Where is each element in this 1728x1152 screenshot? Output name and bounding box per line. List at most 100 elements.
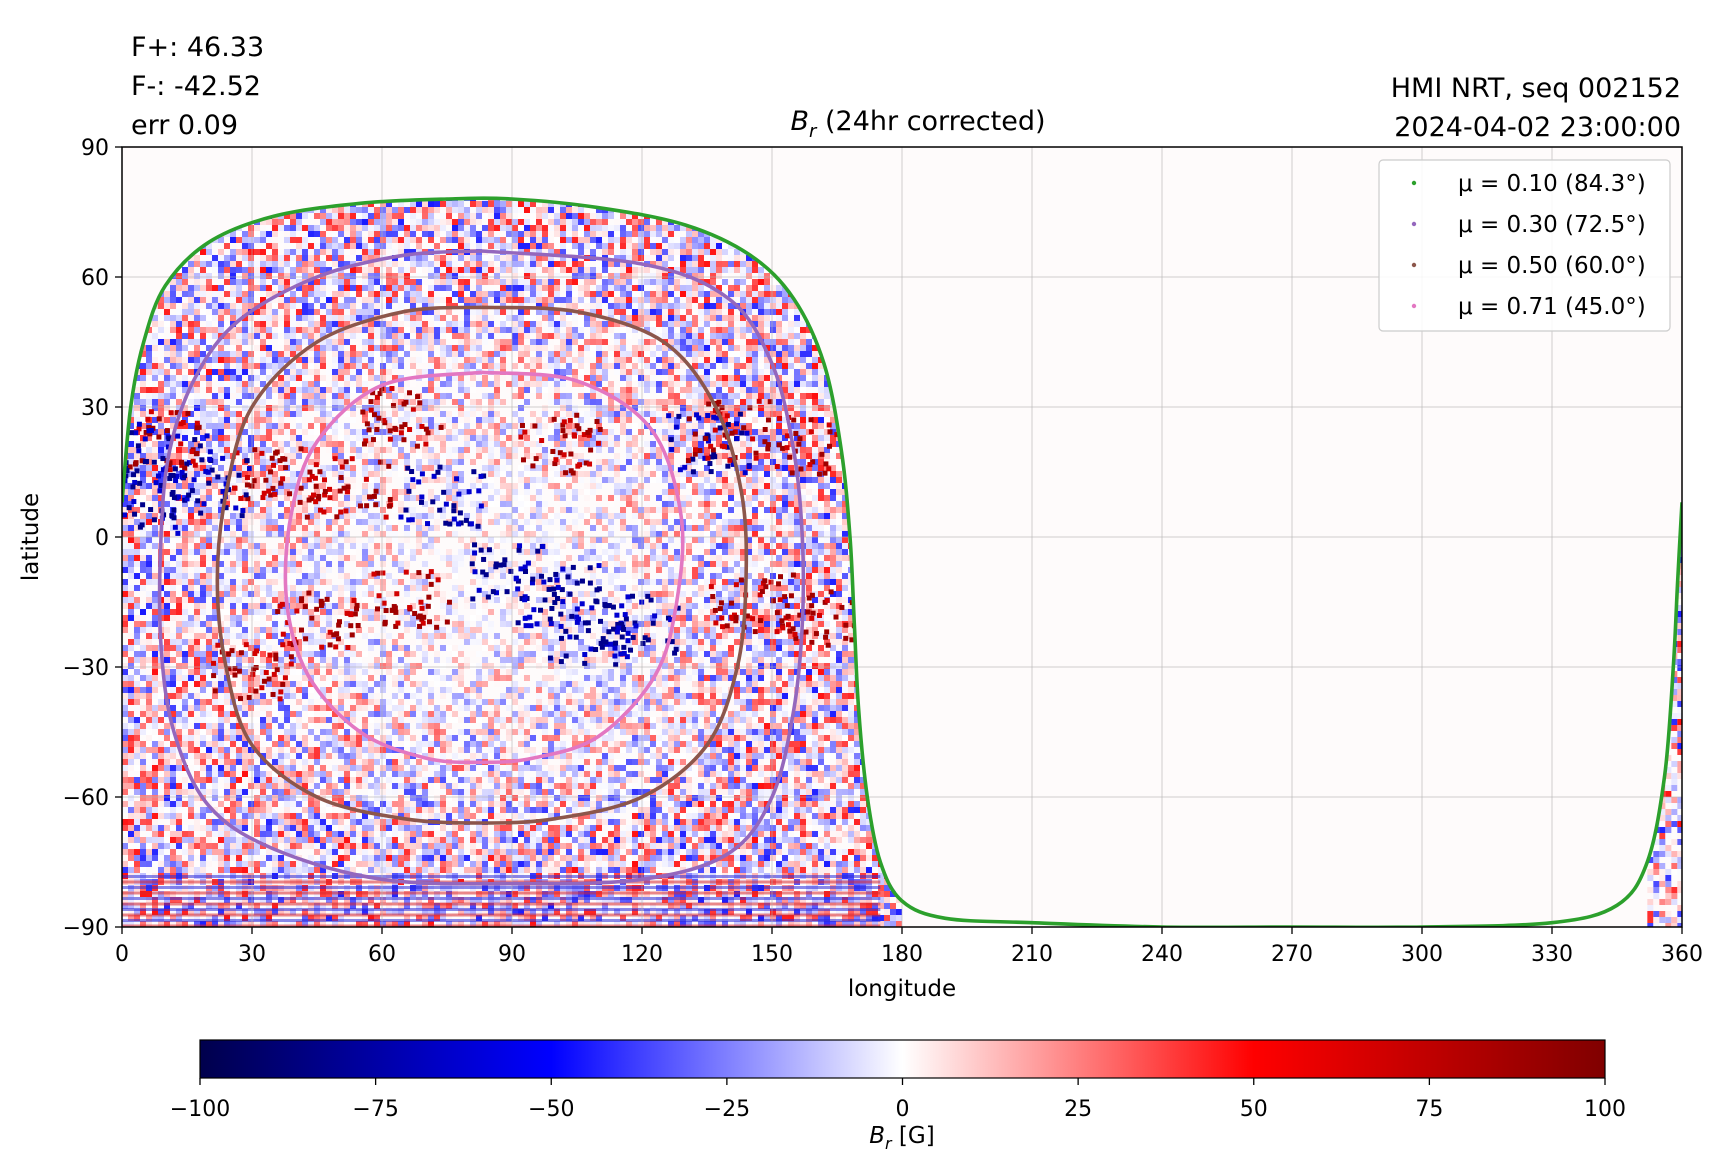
heatmap-cell	[248, 393, 254, 399]
heatmap-cell	[386, 717, 392, 723]
heatmap-cell	[212, 669, 218, 675]
heatmap-cell	[164, 573, 170, 579]
heatmap-cell	[212, 633, 218, 639]
heatmap-cell	[212, 351, 218, 357]
heatmap-cell	[152, 399, 158, 405]
heatmap-cell	[290, 393, 296, 399]
heatmap-cell	[386, 231, 392, 237]
heatmap-cell	[122, 759, 128, 765]
heatmap-cell	[140, 663, 146, 669]
heatmap-cell	[242, 465, 248, 471]
heatmap-cell	[176, 813, 182, 819]
heatmap-cell	[188, 507, 194, 513]
heatmap-cell	[320, 651, 326, 657]
heatmap-cell	[362, 297, 368, 303]
heatmap-cell	[236, 537, 242, 543]
heatmap-cell	[152, 417, 158, 423]
heatmap-cell	[272, 717, 278, 723]
heatmap-cell	[260, 657, 266, 663]
heatmap-cell	[152, 615, 158, 621]
heatmap-cell	[320, 639, 326, 645]
heatmap-cell	[242, 591, 248, 597]
heatmap-cell	[206, 843, 212, 849]
heatmap-cell	[200, 597, 206, 603]
heatmap-cell	[314, 543, 320, 549]
heatmap-cell	[362, 615, 368, 621]
heatmap-cell	[332, 261, 338, 267]
heatmap-cell	[200, 825, 206, 831]
heatmap-cell	[332, 519, 338, 525]
heatmap-cell	[290, 789, 296, 795]
heatmap-cell	[368, 909, 374, 915]
heatmap-cell	[236, 765, 242, 771]
heatmap-cell	[194, 663, 200, 669]
heatmap-cell	[188, 909, 194, 915]
heatmap-cell	[362, 363, 368, 369]
heatmap-cell	[200, 909, 206, 915]
heatmap-cell	[200, 813, 206, 819]
heatmap-cell	[188, 651, 194, 657]
heatmap-cell	[134, 819, 140, 825]
heatmap-cell	[386, 867, 392, 873]
heatmap-cell	[380, 519, 386, 525]
heatmap-cell	[326, 663, 332, 669]
heatmap-cell	[362, 915, 368, 921]
heatmap-cell	[182, 381, 188, 387]
heatmap-cell	[356, 693, 362, 699]
heatmap-cell	[218, 405, 224, 411]
heatmap-cell	[350, 291, 356, 297]
heatmap-cell	[206, 783, 212, 789]
heatmap-cell	[338, 693, 344, 699]
heatmap-cell	[302, 477, 308, 483]
heatmap-cell	[140, 561, 146, 567]
heatmap-cell	[368, 639, 374, 645]
heatmap-cell	[296, 699, 302, 705]
heatmap-cell	[218, 477, 224, 483]
heatmap-cell	[302, 285, 308, 291]
heatmap-cell	[290, 261, 296, 267]
heatmap-cell	[320, 465, 326, 471]
heatmap-cell	[152, 777, 158, 783]
heatmap-cell	[218, 255, 224, 261]
heatmap-cell	[164, 339, 170, 345]
heatmap-cell	[176, 735, 182, 741]
heatmap-cell	[368, 333, 374, 339]
heatmap-cell	[278, 867, 284, 873]
heatmap-cell	[386, 531, 392, 537]
heatmap-cell	[134, 903, 140, 909]
heatmap-cell	[284, 483, 290, 489]
heatmap-cell	[272, 759, 278, 765]
heatmap-cell	[146, 801, 152, 807]
heatmap-cell	[194, 921, 200, 927]
heatmap-cell	[206, 519, 212, 525]
heatmap-cell	[218, 711, 224, 717]
heatmap-cell	[224, 333, 230, 339]
heatmap-cell	[242, 825, 248, 831]
heatmap-cell	[332, 783, 338, 789]
heatmap-cell	[314, 555, 320, 561]
heatmap-cell	[158, 411, 164, 417]
heatmap-cell	[206, 657, 212, 663]
heatmap-cell	[224, 825, 230, 831]
heatmap-cell	[188, 429, 194, 435]
heatmap-cell	[332, 363, 338, 369]
heatmap-cell	[338, 543, 344, 549]
heatmap-cell	[140, 495, 146, 501]
heatmap-cell	[182, 555, 188, 561]
heatmap-cell	[188, 261, 194, 267]
heatmap-cell	[236, 819, 242, 825]
heatmap-cell	[218, 765, 224, 771]
heatmap-cell	[206, 585, 212, 591]
heatmap-cell	[242, 753, 248, 759]
heatmap-cell	[314, 621, 320, 627]
heatmap-cell	[296, 603, 302, 609]
heatmap-cell	[152, 315, 158, 321]
heatmap-cell	[242, 717, 248, 723]
heatmap-cell	[314, 651, 320, 657]
heatmap-cell	[266, 747, 272, 753]
heatmap-cell	[200, 495, 206, 501]
heatmap-cell	[266, 915, 272, 921]
heatmap-cell	[146, 357, 152, 363]
heatmap-cell	[146, 549, 152, 555]
heatmap-cell	[362, 387, 368, 393]
